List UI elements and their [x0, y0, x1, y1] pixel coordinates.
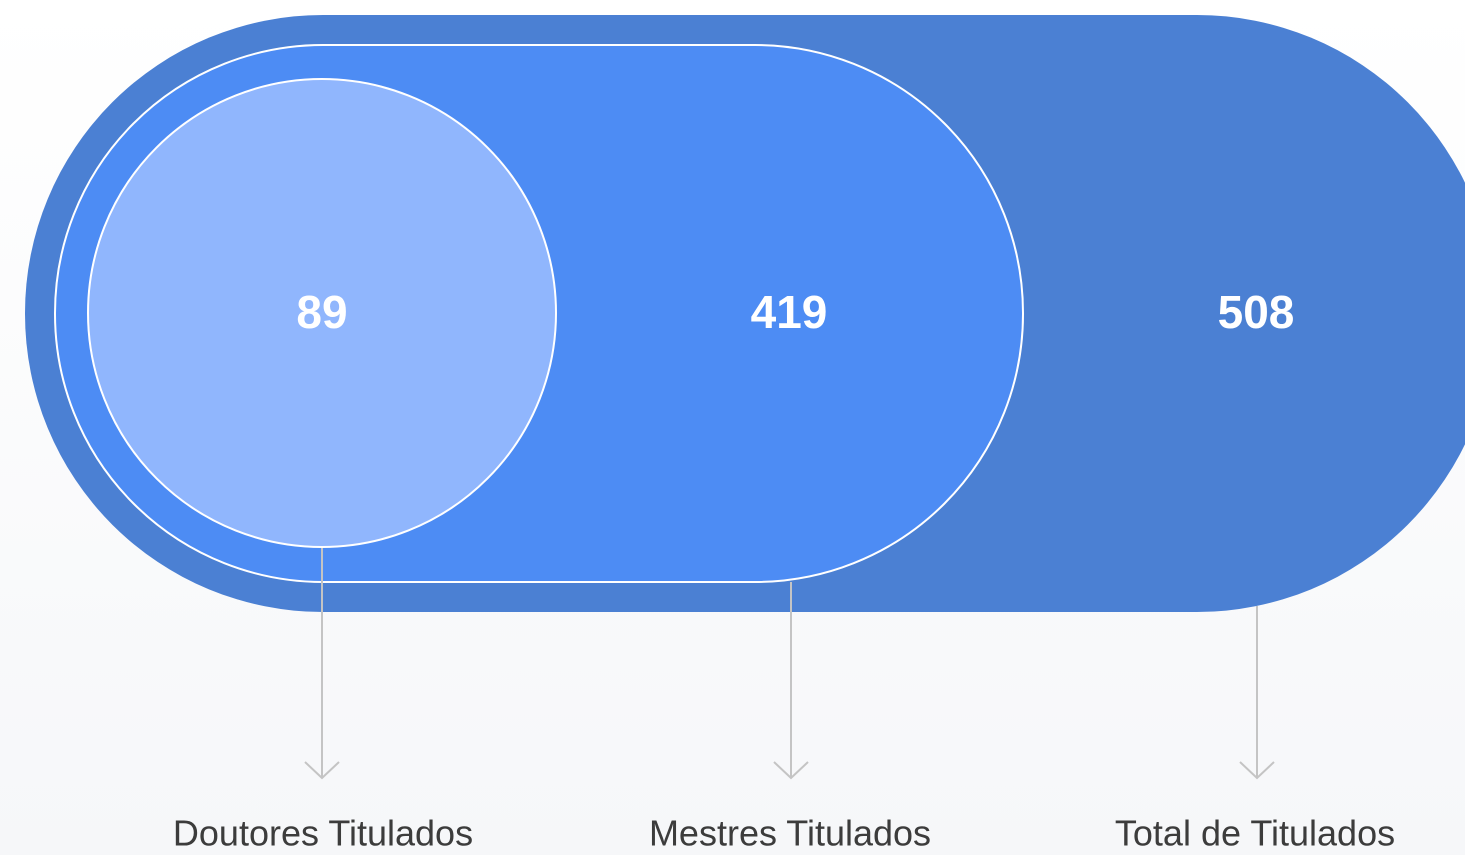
label: Total de Titulados	[1115, 813, 1395, 854]
arrow	[773, 582, 809, 780]
value: 419	[751, 286, 828, 338]
arrows	[304, 548, 1275, 780]
arrow	[304, 548, 340, 780]
label: Doutores Titulados	[173, 813, 473, 854]
value: 89	[296, 286, 347, 338]
value: 508	[1218, 286, 1295, 338]
inner-circle	[87, 78, 557, 548]
arrow	[1239, 606, 1275, 780]
label: Mestres Titulados	[649, 813, 931, 854]
